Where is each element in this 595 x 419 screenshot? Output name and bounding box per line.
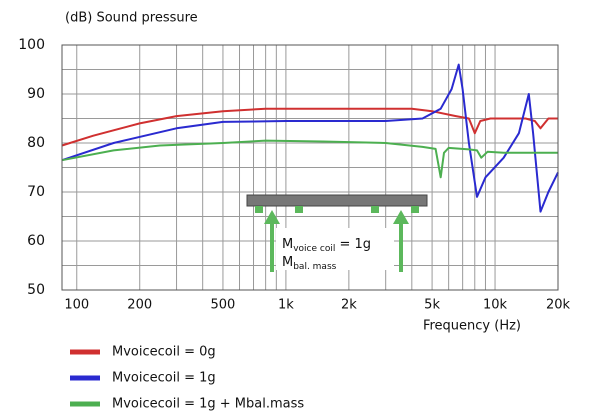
legend-label: Mvoicecoil = 0g: [112, 345, 216, 360]
annotation-text: = 1g: [335, 237, 371, 252]
x-tick-label: 2k: [341, 298, 357, 313]
legend-label: Mvoicecoil = 1g + Mbal.mass: [112, 397, 304, 412]
y-tick-label: 100: [18, 37, 45, 53]
x-tick-label: 1k: [278, 298, 294, 313]
series-line: [61, 139, 558, 179]
y-tick-label: 80: [27, 135, 45, 151]
mass: [371, 206, 379, 213]
legend-label: Mvoicecoil = 1g: [112, 371, 216, 386]
legend-swatch: [70, 349, 100, 355]
annotation: Mbal. mass: [282, 255, 337, 272]
legend-swatch: [70, 375, 100, 381]
mass: [411, 206, 419, 213]
legend: Mvoicecoil = 0g Mvoicecoil = 1g Mvoicecoil…: [70, 345, 304, 412]
beam: [246, 194, 428, 207]
annotation: Mvoice coil = 1g: [282, 237, 371, 254]
y-tick-label: 50: [27, 282, 45, 298]
lines: [61, 63, 559, 213]
y-tick-label: 90: [27, 86, 45, 102]
y-tick-label: 70: [27, 184, 45, 200]
arrow-head: [264, 210, 280, 224]
x-tick-label: 10k: [483, 298, 508, 313]
series-line: [61, 63, 559, 213]
x-tick-label: 5k: [424, 298, 440, 313]
plot-frame: [61, 44, 559, 291]
mass: [295, 206, 303, 213]
annotation-subscript: bal. mass: [293, 262, 336, 272]
legend-swatch: [70, 401, 100, 407]
annotation-subscript: voice coil: [293, 244, 335, 254]
label-box: [276, 228, 394, 270]
series-line: [61, 107, 558, 147]
x-axis-label: Frequency (Hz): [423, 319, 521, 334]
x-tick-label: 100: [64, 298, 89, 313]
x-tick-label: 200: [127, 298, 152, 313]
beam-diagram: Mvoice coil = 1g Mbal. mass: [246, 194, 428, 272]
mass: [255, 206, 263, 213]
chart-title: (dB) Sound pressure: [65, 11, 198, 26]
annotation-text: M: [282, 237, 293, 252]
y-tick-label: 60: [27, 233, 45, 249]
arrow-head: [393, 210, 409, 224]
x-tick-label: 20k: [546, 298, 571, 313]
x-tick-label: 500: [211, 298, 236, 313]
annotation-text: M: [282, 255, 293, 270]
